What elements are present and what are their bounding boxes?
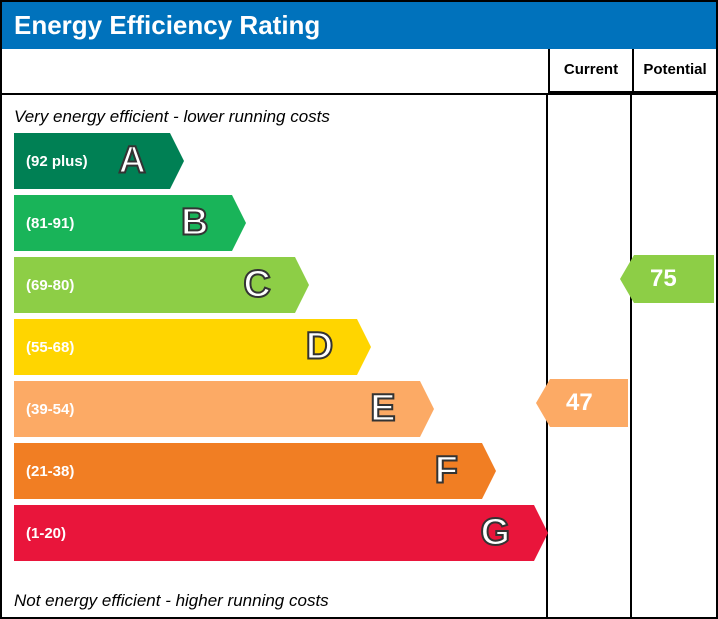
band-letter-d: D (306, 326, 333, 369)
caption-top: Very energy efficient - lower running co… (8, 105, 540, 133)
chart-body: Very energy efficient - lower running co… (2, 95, 716, 617)
band-c: (69-80)C (14, 257, 295, 313)
bands: (92 plus)A (81-91)B (69-80)C (55-68)D (39-54… (8, 133, 540, 561)
band-letter-f: F (435, 450, 458, 493)
band-g: (1-20)G (14, 505, 534, 561)
column-header-potential: Potential (632, 49, 716, 93)
caption-bottom: Not energy efficient - higher running co… (8, 585, 335, 613)
potential-column: 75 (632, 95, 716, 617)
column-header-current: Current (548, 49, 632, 93)
band-a: (92 plus)A (14, 133, 170, 189)
chart-title: Energy Efficiency Rating (2, 2, 716, 49)
band-d: (55-68)D (14, 319, 357, 375)
bands-area: Very energy efficient - lower running co… (2, 95, 548, 617)
band-range-a: (92 plus) (14, 153, 170, 170)
band-letter-c: C (243, 264, 270, 307)
header-row: Current Potential (2, 49, 716, 95)
band-letter-e: E (370, 388, 395, 431)
potential-indicator: 75 (634, 255, 714, 303)
band-range-e: (39-54) (14, 401, 420, 418)
band-letter-b: B (181, 202, 208, 245)
band-range-g: (1-20) (14, 525, 534, 542)
band-b: (81-91)B (14, 195, 232, 251)
header-spacer (2, 49, 548, 93)
current-indicator: 47 (550, 379, 628, 427)
band-letter-g: G (480, 512, 510, 555)
band-f: (21-38)F (14, 443, 482, 499)
epc-chart-container: Energy Efficiency Rating Current Potenti… (0, 0, 718, 619)
current-column: 47 (548, 95, 632, 617)
band-letter-a: A (119, 140, 146, 183)
band-range-f: (21-38) (14, 463, 482, 480)
band-e: (39-54)E (14, 381, 420, 437)
